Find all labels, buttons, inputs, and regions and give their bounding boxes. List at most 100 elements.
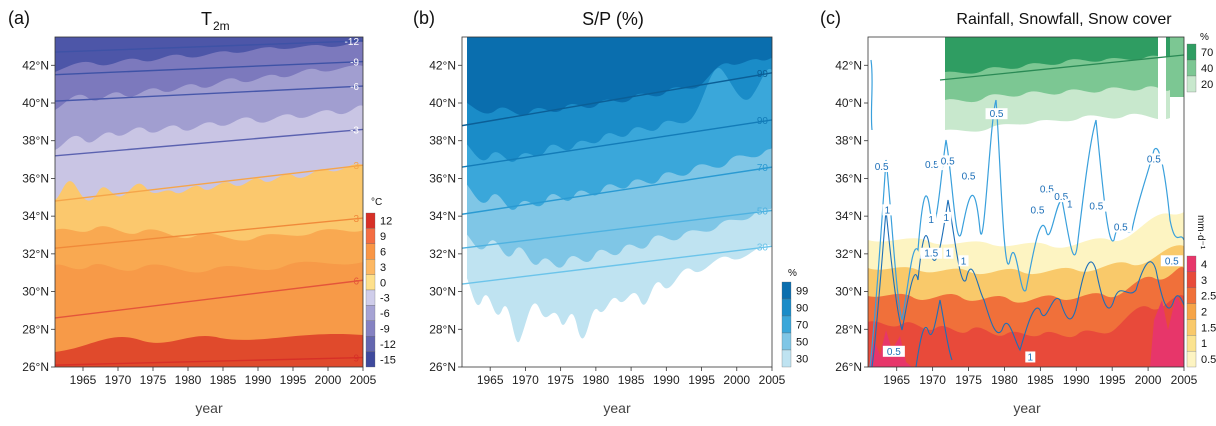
contour-label: 1 — [946, 249, 952, 260]
colorbar-b: 99 90 70 50 30 — [781, 281, 808, 368]
colorbar-b-unit: % — [788, 268, 797, 279]
trend-lines-b: 99 90 70 50 30 — [462, 69, 772, 285]
contour-label-bg — [870, 161, 893, 172]
colorbar-c-rain-unit: mm·d⁻¹ — [1195, 215, 1206, 250]
colorbar-swatch — [1186, 319, 1197, 336]
colorbar-label: 40 — [1201, 63, 1213, 75]
y-tick-label: 28°N — [835, 322, 862, 336]
colorbar-a-unit: °C — [371, 197, 382, 208]
panel-b: 99 90 70 50 30 (b) S/P (%) 26°N 28°N 30°N 32°N 3… — [413, 8, 808, 416]
panel-b-field: 99 90 70 50 30 — [462, 37, 772, 367]
snowfall-contour-15 — [915, 299, 953, 367]
contour-label-bg — [1026, 204, 1049, 216]
y-tick-label: 34°N — [429, 209, 456, 223]
panel-c-label: (c) — [820, 8, 841, 28]
colorbar-a: 12 9 6 3 0 -3 -6 -9 -12 -15 — [365, 212, 396, 368]
x-tick-label: 1980 — [583, 373, 610, 387]
colorbar-swatch — [1186, 287, 1197, 304]
x-tick-label: 1990 — [653, 373, 680, 387]
rain-c-4b — [1150, 296, 1184, 367]
colorbar-label: 4 — [1201, 259, 1207, 271]
y-tick-label: 32°N — [22, 247, 49, 261]
colorbar-label: -6 — [380, 308, 390, 320]
snow-cover-gap — [1158, 37, 1166, 137]
y-tick-label: 32°N — [429, 247, 456, 261]
y-tick-label: 38°N — [22, 134, 49, 148]
colorbar-swatch — [365, 243, 376, 260]
contour-label: 0.5 — [990, 109, 1004, 120]
trend-line — [462, 209, 772, 249]
x-tick-label: 1965 — [70, 373, 97, 387]
y-tick-label: 34°N — [22, 209, 49, 223]
contour-label-bg — [926, 213, 937, 225]
colorbar-label: 70 — [1201, 47, 1213, 59]
colorbar-swatch — [365, 305, 376, 321]
y-tick-label: 30°N — [429, 285, 456, 299]
x-tick-label: 1970 — [919, 373, 946, 387]
y-tick-label: 26°N — [22, 360, 49, 374]
contour-label-bg — [936, 155, 959, 167]
colorbar-swatch — [365, 351, 376, 368]
x-tick-label: 2005 — [1171, 373, 1198, 387]
colorbar-label: 1 — [1201, 338, 1207, 350]
colorbar-swatch — [1186, 271, 1197, 288]
contour-label-bg — [943, 247, 954, 259]
colorbar-swatch — [1186, 43, 1197, 61]
contour-label-bg — [941, 211, 952, 223]
contour-label: 1 — [944, 213, 950, 224]
y-tick-label: 36°N — [835, 171, 862, 185]
trend-line — [462, 119, 772, 168]
y-axis-a: 26°N 28°N 30°N 32°N 34°N 36°N 38°N 40°N 42°N — [22, 58, 55, 374]
colorbar-swatch — [365, 228, 376, 244]
y-tick-label: 36°N — [429, 171, 456, 185]
x-tick-label: 1975 — [955, 373, 982, 387]
y-tick-label: 34°N — [835, 209, 862, 223]
colorbar-label: -12 — [380, 339, 396, 351]
y-tick-label: 40°N — [429, 96, 456, 110]
x-tick-label: 1985 — [618, 373, 645, 387]
trend-line-label: -12 — [345, 37, 360, 48]
band-b-99 — [462, 37, 772, 116]
y-tick-label: 30°N — [835, 285, 862, 299]
colorbar-c-snow-unit: % — [1200, 32, 1209, 43]
x-axis-label-c: year — [1013, 400, 1041, 416]
x-tick-label: 1995 — [1099, 373, 1126, 387]
trend-line — [55, 217, 363, 249]
snowfall-contour-edge — [870, 59, 873, 131]
trend-line-label: 3 — [353, 161, 359, 172]
contour-label: 0.5 — [941, 156, 955, 167]
snow-cover-70 — [945, 37, 1170, 74]
colorbar-label: 0.5 — [1201, 354, 1216, 366]
contour-label-bg — [1085, 200, 1108, 212]
panel-a-label: (a) — [8, 8, 30, 28]
colorbar-label: 20 — [1201, 79, 1213, 91]
colorbar-label: 6 — [380, 247, 386, 259]
contour-label: 0.5 — [887, 347, 901, 358]
x-axis-label-a: year — [195, 400, 223, 416]
colorbar-swatch — [1186, 59, 1197, 77]
x-tick-label: 1970 — [512, 373, 539, 387]
x-tick-label: 1990 — [245, 373, 272, 387]
contour-label-bg — [1035, 183, 1058, 195]
trend-line-label: 3 — [353, 214, 359, 225]
contour-label-bg — [1160, 255, 1183, 267]
y-tick-label: 42°N — [22, 58, 49, 72]
colorbar-swatch — [1186, 335, 1197, 352]
colorbar-swatch — [365, 212, 376, 229]
trend-line-label: -6 — [350, 82, 359, 93]
colorbar-swatch — [781, 298, 792, 317]
contour-label-bg — [882, 345, 905, 357]
y-tick-label: 28°N — [429, 322, 456, 336]
y-tick-label: 30°N — [22, 285, 49, 299]
contour-label: 1.5 — [924, 249, 938, 260]
x-tick-label: 1975 — [547, 373, 574, 387]
snow-cover-edge — [1170, 37, 1184, 97]
trend-line-label: 9 — [353, 354, 359, 365]
colorbar-swatch — [781, 349, 792, 368]
y-tick-label: 32°N — [835, 247, 862, 261]
panel-a-title: T — [201, 9, 212, 29]
trend-line — [55, 60, 363, 76]
y-tick-label: 38°N — [835, 134, 862, 148]
contour-label-bg — [1109, 221, 1132, 233]
colorbar-label: -15 — [380, 354, 396, 366]
